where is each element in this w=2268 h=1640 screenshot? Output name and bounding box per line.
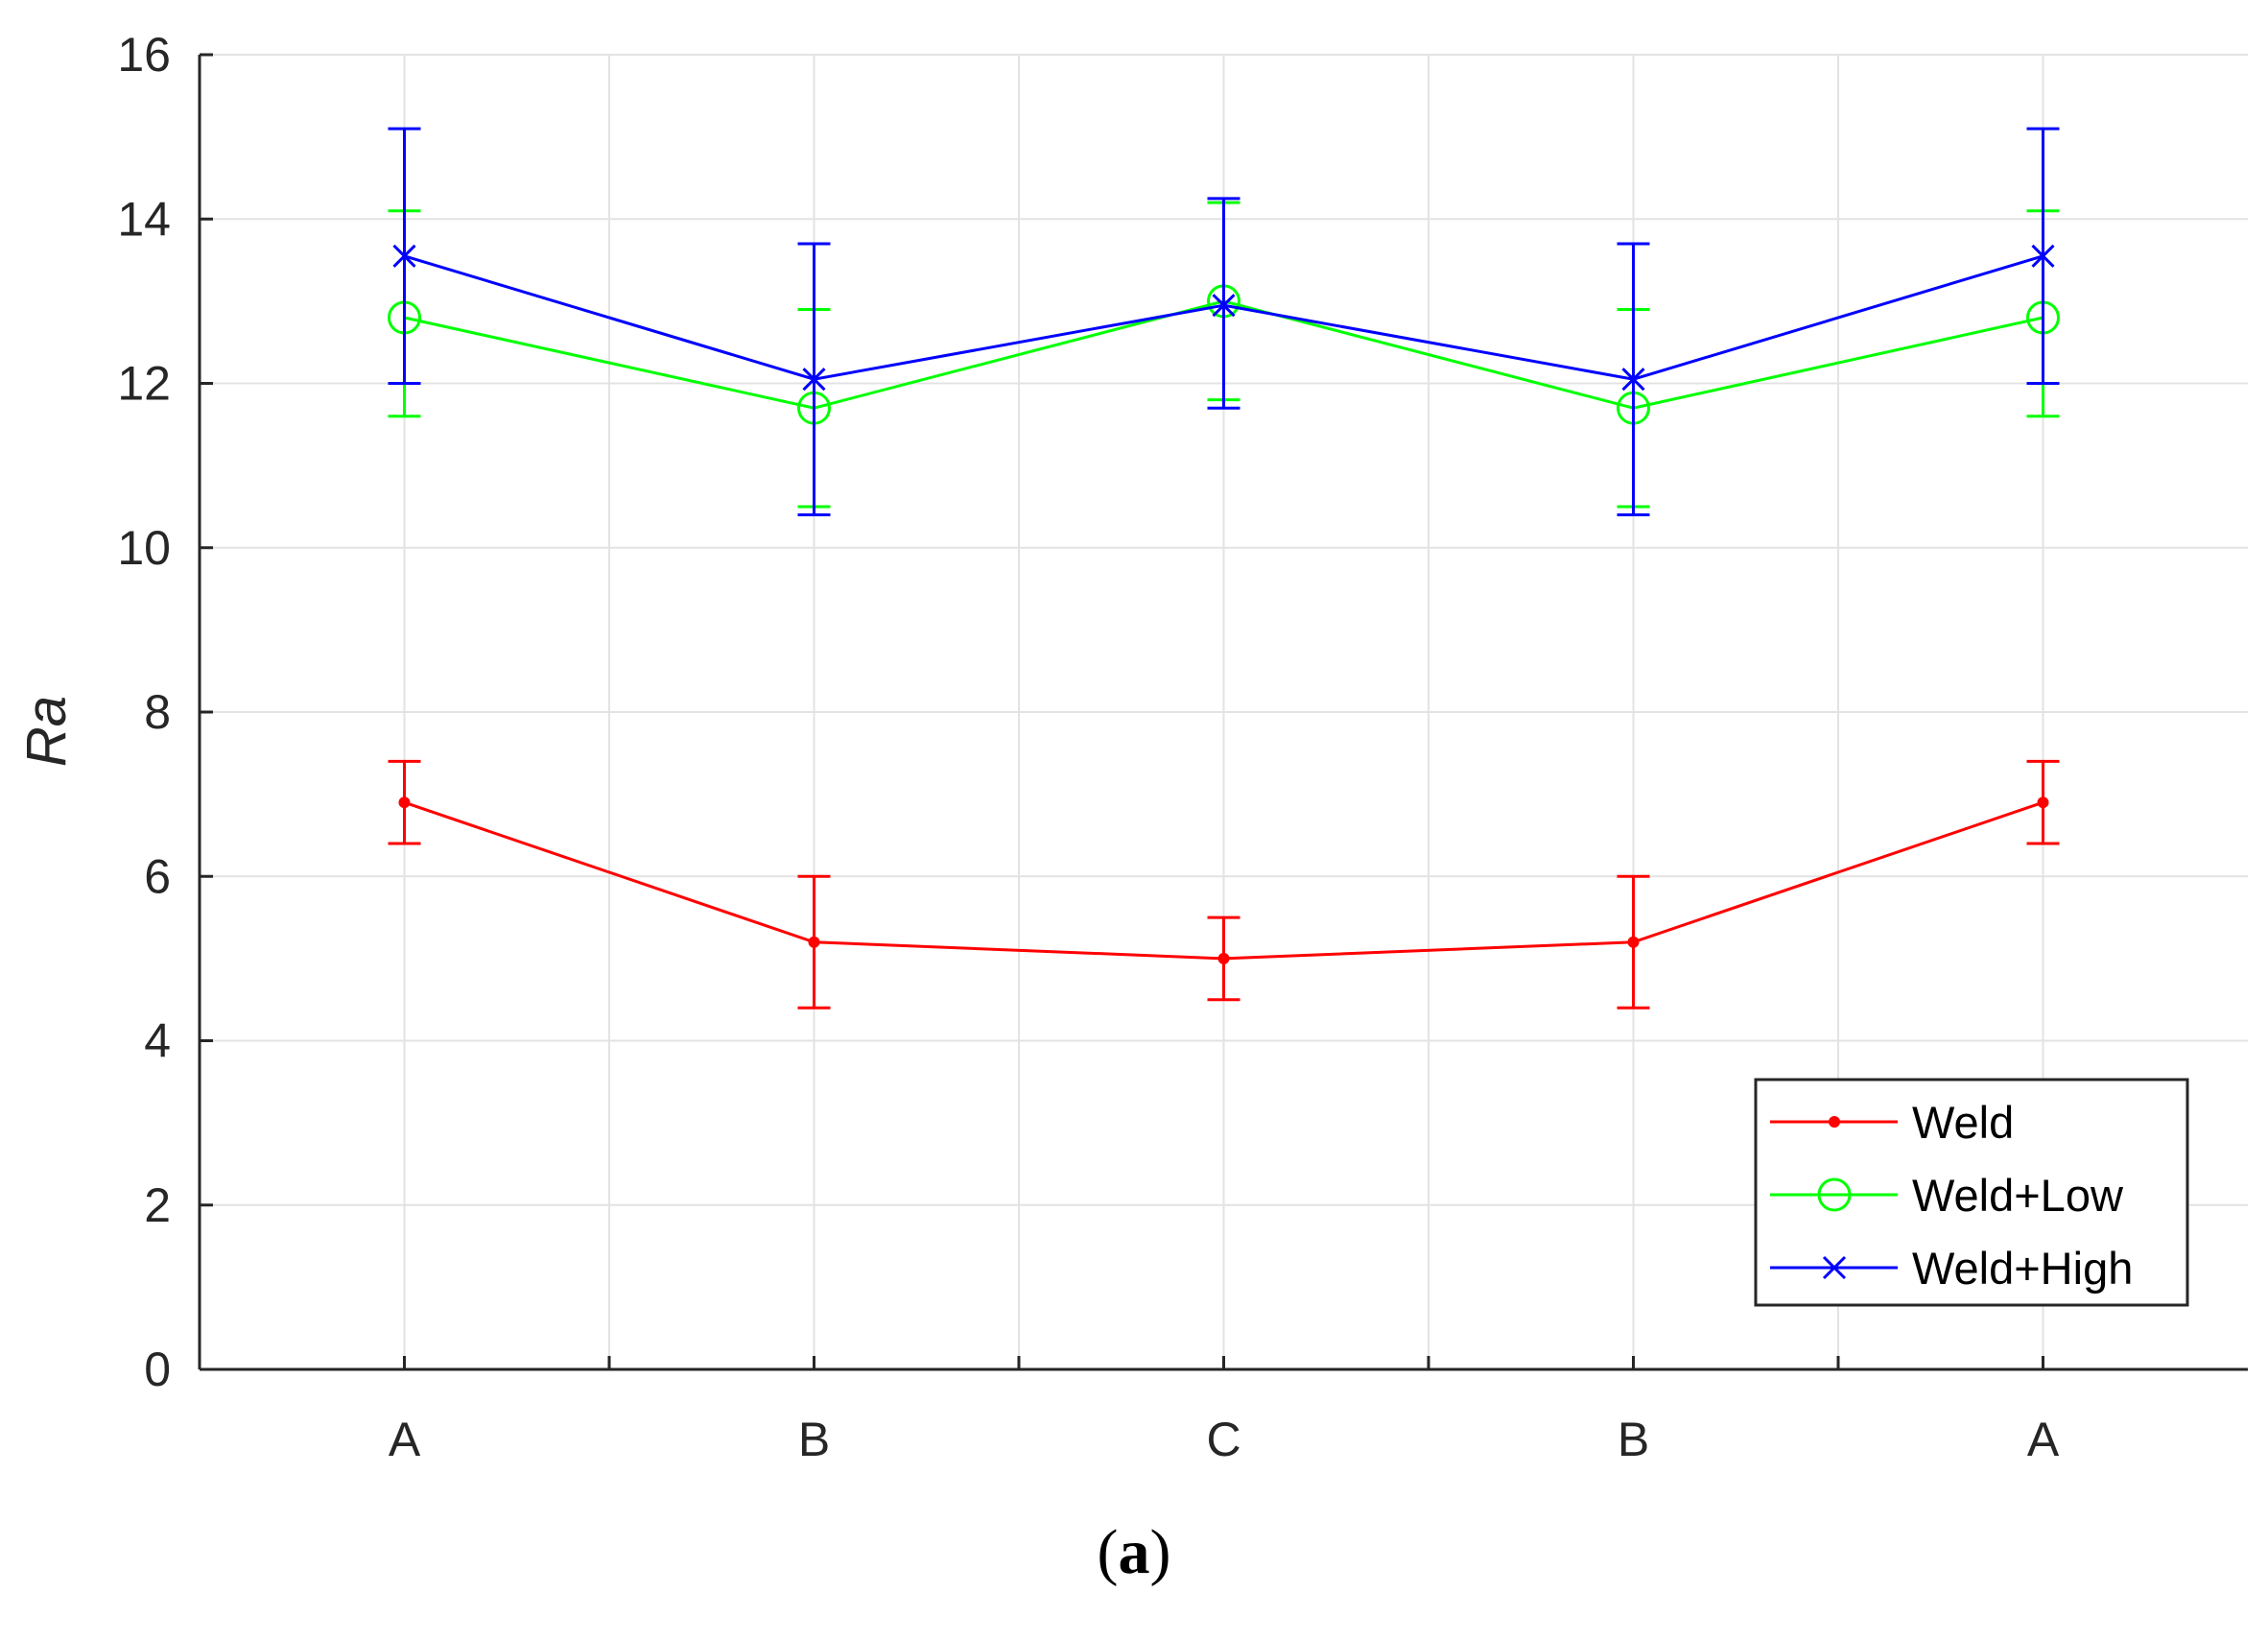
axes-layer: 0 2 4 6 8 10 12 14 16 A B C B A Ra <box>15 28 2248 1466</box>
legend-item: Weld+High <box>1770 1243 2133 1294</box>
x-marker-stroke <box>392 244 416 268</box>
series-layer <box>388 127 2060 1010</box>
y-tick-label: 10 <box>117 521 171 575</box>
error-bar <box>1207 197 1240 410</box>
data-point <box>1627 936 1640 948</box>
legend-item: Weld <box>1770 1097 2014 1148</box>
data-point <box>1621 368 1645 392</box>
x-marker-stroke <box>2031 244 2055 268</box>
legend-label: Weld+High <box>1912 1243 2133 1294</box>
legend-marker <box>1822 1255 1847 1280</box>
x-marker-stroke <box>1621 368 1645 392</box>
data-point <box>802 368 826 392</box>
legend-label: Weld+Low <box>1912 1170 2124 1221</box>
y-tick-label: 8 <box>144 685 171 739</box>
series-weld <box>388 759 2060 1010</box>
y-tick-label: 6 <box>144 849 171 903</box>
legend-item: Weld+Low <box>1770 1170 2124 1221</box>
figure-caption: (a) <box>0 1521 2268 1584</box>
data-point <box>2037 796 2049 809</box>
legend: Weld Weld+Low Weld+High <box>1754 1078 2189 1307</box>
y-tick-label: 0 <box>144 1343 171 1396</box>
series-weld-high <box>388 127 2060 516</box>
x-tick-label: B <box>798 1413 830 1466</box>
data-point <box>1212 294 1236 318</box>
y-tick-label: 16 <box>117 28 171 82</box>
y-axis-label: Ra <box>15 696 78 767</box>
y-tick-label: 4 <box>144 1014 171 1068</box>
data-point <box>392 244 416 268</box>
legend-label: Weld <box>1912 1097 2014 1148</box>
x-marker-stroke <box>802 368 826 392</box>
legend-marker <box>1829 1116 1840 1128</box>
x-tick-label: A <box>2027 1413 2060 1466</box>
x-tick-label: B <box>1618 1413 1649 1466</box>
x-marker-stroke <box>1822 1255 1847 1280</box>
legend-marker <box>1817 1177 1852 1212</box>
x-marker-stroke <box>1212 294 1236 318</box>
data-point <box>1217 952 1230 964</box>
x-tick-label: A <box>389 1413 421 1466</box>
y-tick-label: 2 <box>144 1178 171 1232</box>
legend-layer: Weld Weld+Low Weld+High <box>1754 1078 2189 1307</box>
x-tick-label: C <box>1206 1413 1240 1466</box>
caption-close-paren: ) <box>1149 1517 1171 1587</box>
caption-open-paren: ( <box>1097 1517 1119 1587</box>
data-point <box>808 936 820 948</box>
data-point <box>398 796 411 809</box>
y-tick-label: 14 <box>117 192 171 246</box>
y-tick-label: 12 <box>117 357 171 411</box>
caption-label: a <box>1118 1517 1150 1587</box>
data-point <box>2031 244 2055 268</box>
